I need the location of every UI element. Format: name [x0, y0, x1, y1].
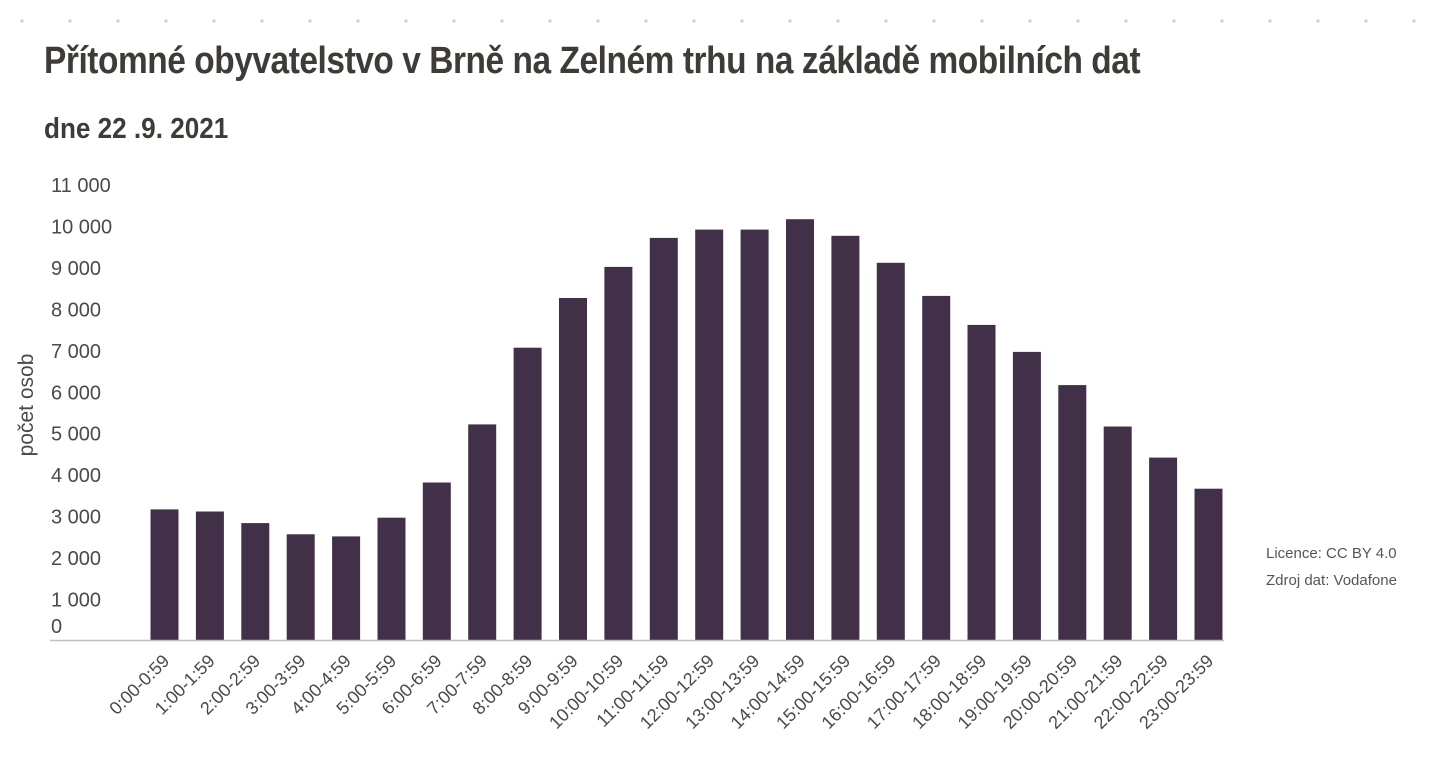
y-axis-ticks: 0 1 000 2 000 3 000 4 000 5 000 6 000 7 000 8 00… [51, 175, 112, 638]
x-axis-ticks: 0:00-0:591:00-1:592:00-2:593:00-3:594:00… [105, 651, 1217, 733]
y-tick-label: 7 000 [51, 341, 101, 363]
decor-dot [1124, 19, 1128, 23]
decor-dot [1316, 19, 1320, 23]
y-tick-label: 6 000 [51, 382, 101, 404]
bar [332, 536, 361, 640]
bar [1012, 351, 1041, 640]
bars [150, 219, 1223, 641]
decor-dot [1028, 19, 1032, 23]
decor-dot [20, 19, 24, 23]
decor-dot [980, 19, 984, 23]
decor-dot [836, 19, 840, 23]
bar [1149, 457, 1178, 640]
decor-dot [308, 19, 312, 23]
decor-dot [116, 19, 120, 23]
decor-dot [596, 19, 600, 23]
decor-dot [164, 19, 168, 23]
decor-dot [1364, 19, 1368, 23]
decor-dot [1268, 19, 1272, 23]
decor-dot [644, 19, 648, 23]
y-tick-label: 3 000 [51, 507, 101, 529]
bar [1103, 426, 1132, 640]
y-tick-label: 11 000 [51, 175, 111, 197]
decorative-dots [20, 19, 1416, 23]
y-tick-label: 10 000 [51, 216, 112, 238]
bar [286, 534, 315, 640]
y-tick-label: 8 000 [51, 299, 101, 321]
decor-dot [1412, 19, 1416, 23]
chart-title: Přítomné obyvatelstvo v Brně na Zelném t… [44, 40, 1141, 82]
bar [831, 235, 860, 641]
credits: Licence: CC BY 4.0 Zdroj dat: Vodafone [1266, 540, 1397, 594]
decor-dot [884, 19, 888, 23]
bar [1194, 488, 1223, 640]
y-tick-label: 0 [51, 616, 62, 638]
decor-dot [452, 19, 456, 23]
decor-dot [1172, 19, 1176, 23]
bar [559, 298, 587, 640]
decor-dot [548, 19, 552, 23]
bar [1058, 385, 1087, 640]
y-axis-label: počet osob [15, 354, 38, 457]
decor-dot [740, 19, 744, 23]
bar [740, 229, 769, 640]
bar [513, 347, 542, 640]
bar [922, 295, 951, 640]
decor-dot [788, 19, 792, 23]
bar [468, 424, 497, 640]
decor-dot [356, 19, 360, 23]
decor-dot [212, 19, 216, 23]
bar [241, 523, 270, 640]
bar [876, 262, 905, 640]
decor-dot [692, 19, 696, 23]
bar [150, 509, 179, 640]
bar [604, 266, 633, 640]
source-text: Zdroj dat: Vodafone [1266, 572, 1397, 589]
bar [422, 482, 451, 640]
decor-dot [500, 19, 504, 23]
decor-dot [404, 19, 408, 23]
decor-dot [1076, 19, 1080, 23]
decor-dot [68, 19, 72, 23]
bar [695, 229, 724, 640]
bar [967, 324, 996, 640]
decor-dot [260, 19, 264, 23]
chart-subtitle: dne 22 .9. 2021 [44, 113, 229, 145]
decor-dot [1220, 19, 1224, 23]
y-tick-label: 2 000 [51, 548, 101, 570]
y-tick-label: 1 000 [51, 590, 101, 612]
bar [377, 517, 406, 640]
bar [649, 237, 678, 640]
y-tick-label: 4 000 [51, 465, 101, 487]
license-text: Licence: CC BY 4.0 [1266, 545, 1397, 562]
y-tick-label: 5 000 [51, 424, 101, 446]
bar [195, 511, 224, 640]
y-tick-label: 9 000 [51, 258, 101, 280]
bar [786, 219, 814, 640]
decor-dot [932, 19, 936, 23]
